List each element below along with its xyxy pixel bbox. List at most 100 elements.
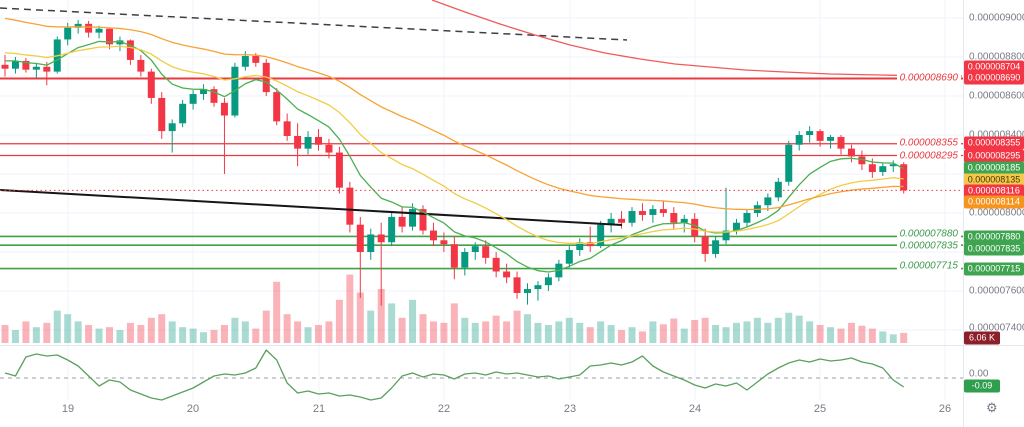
volume-bar (659, 324, 667, 343)
price-badge: 0.000007835 (964, 242, 1024, 256)
price-badge: 0.000008116 (964, 184, 1024, 198)
candle-body (482, 246, 490, 258)
volume-bar (126, 322, 134, 343)
candle-body (659, 209, 667, 213)
price-axis-label: 0.000008600 (969, 90, 1024, 102)
price-badge: 0.000008355 (964, 136, 1024, 150)
volume-bar (544, 325, 552, 343)
volume-bar (210, 330, 218, 343)
candle-body (147, 71, 155, 98)
candle-body (367, 234, 375, 252)
level-label: 0.000007880 (896, 228, 961, 240)
candle-body (179, 103, 187, 124)
price-axis[interactable]: 0.000009000 0.000008800 0.000008600 0.00000… (963, 0, 1024, 400)
price-badge: 0.000007880 (964, 230, 1024, 244)
candle-body (252, 56, 260, 63)
candle-body (126, 40, 134, 60)
candle-body (304, 136, 312, 149)
volume-bar (900, 332, 908, 343)
volume-bar (304, 327, 312, 343)
time-axis-label: 23 (563, 403, 577, 415)
volume-bar (200, 332, 208, 343)
candle-body (847, 148, 855, 157)
candle-body (597, 224, 605, 247)
candle-body (294, 135, 302, 149)
volume-bar (367, 310, 375, 343)
volume-bar (628, 327, 636, 343)
volume-bar (22, 321, 30, 343)
candle-body (492, 257, 500, 272)
candle-body (95, 28, 103, 33)
candle-body (576, 242, 584, 251)
volume-bar (116, 330, 124, 343)
volume-bar (597, 321, 605, 343)
candle-body (524, 289, 531, 293)
candle-body (565, 250, 573, 264)
candle-body (889, 164, 897, 167)
price-axis-label: 0.000008000 (969, 207, 1024, 219)
volume-bar (262, 310, 270, 343)
candle-body (513, 277, 521, 293)
price-axis-label: 0.000008800 (969, 51, 1024, 63)
volume-bar (827, 327, 835, 343)
volume-bar (179, 327, 187, 343)
candle-body (74, 23, 82, 28)
volume-bar (471, 322, 479, 343)
time-axis-label: 19 (61, 403, 75, 415)
candle-body (618, 218, 626, 223)
volume-bar (189, 328, 197, 343)
volume-bar (168, 321, 176, 343)
candle-body (1, 64, 9, 69)
level-label: 0.000007715 (896, 260, 961, 272)
settings-icon[interactable]: ⚙ (986, 400, 998, 415)
volume-bar (335, 299, 343, 343)
candle-body (534, 285, 542, 290)
volume-bar (43, 322, 51, 343)
volume-bar (106, 327, 113, 343)
volume-bar (252, 328, 260, 343)
time-axis[interactable]: 19 20 21 22 23 24 25 26 (0, 400, 1024, 427)
level-label: 0.000007835 (896, 240, 961, 252)
candle-body (22, 60, 30, 70)
volume-bar (806, 321, 814, 343)
candle-body (450, 244, 458, 268)
price-badge: 0.000008690 (964, 71, 1024, 85)
volume-bar (283, 314, 291, 343)
volume-bar (377, 289, 385, 343)
candle-body (210, 89, 218, 103)
volume-bar (774, 317, 782, 343)
oscillator-line (4, 349, 905, 401)
volume-bar (137, 325, 145, 343)
candle-body (85, 23, 93, 33)
red-ma-line (431, 0, 962, 77)
volume-bar (513, 310, 521, 343)
volume-bar (241, 321, 249, 343)
volume-bar (388, 303, 396, 343)
volume-bar (294, 321, 302, 343)
volume-bar (220, 325, 228, 343)
volume-bar (534, 322, 542, 343)
candle-body (743, 213, 751, 223)
candle-body (137, 59, 145, 72)
price-axis-label: 0.00 (969, 368, 989, 380)
price-axis-label: 0.000008400 (969, 129, 1024, 141)
candle-body (189, 94, 197, 104)
candle-body (273, 92, 281, 122)
candle-body (795, 135, 803, 145)
price-badge: 0.000007715 (964, 262, 1024, 276)
time-axis-label: 22 (437, 403, 451, 415)
candle-body (106, 28, 113, 45)
candle-body (868, 164, 876, 173)
candle-body (816, 131, 824, 141)
volume-bar (722, 327, 730, 343)
price-axis-label: 0.000009000 (969, 12, 1024, 24)
candle-body (712, 240, 720, 254)
volume-bar (680, 328, 688, 343)
candle-body (283, 121, 291, 136)
ema-line-21 (4, 45, 904, 245)
candle-body (837, 136, 845, 149)
volume-bar (753, 317, 761, 343)
volume-bar (346, 274, 354, 343)
